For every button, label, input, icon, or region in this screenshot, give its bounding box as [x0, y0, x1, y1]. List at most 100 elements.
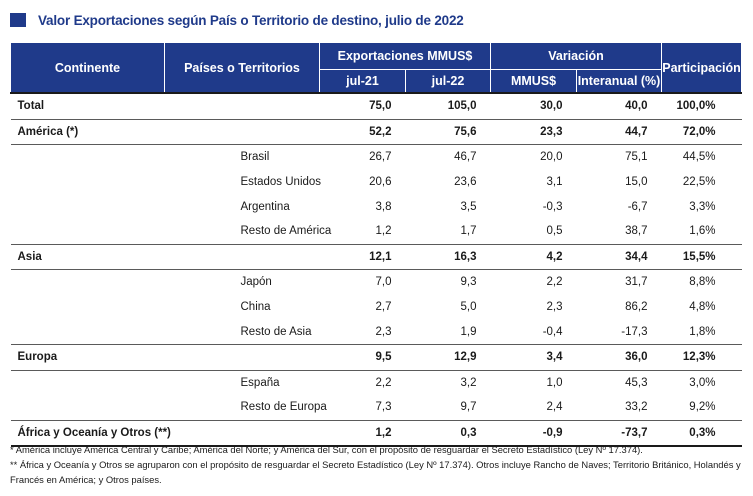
- cell-mmus: 2,4: [546, 401, 563, 414]
- cell-interanual: 33,2: [625, 401, 648, 414]
- cell-participacion: 15,5%: [661, 243, 742, 271]
- cell-interanual: -73,7: [576, 419, 662, 448]
- table-row-argentina: Argentina 3,8 3,5 -0,3 -6,7 3,3%: [11, 194, 742, 219]
- cell-participacion: 0,3%: [661, 419, 742, 448]
- row-label: Total: [10, 91, 165, 120]
- row-label: China: [240, 301, 271, 314]
- row-label: España: [240, 376, 280, 389]
- row-label: Estados Unidos: [240, 176, 322, 189]
- row-country: [164, 343, 320, 371]
- header-row-1: Continente Países o Territorios Exportac…: [10, 42, 743, 94]
- cell-jul22: 9,3: [460, 276, 477, 289]
- cell-mmus: -0,4: [542, 325, 563, 338]
- header-jul22: jul-22: [404, 69, 492, 94]
- cell-interanual: 45,3: [625, 376, 648, 389]
- cell-mmus: 3,4: [490, 343, 577, 371]
- page-title: Valor Exportaciones según País o Territo…: [38, 12, 464, 28]
- cell-jul22: 105,0: [405, 91, 491, 120]
- cell-mmus: -0,9: [490, 419, 577, 448]
- title-bar: Valor Exportaciones según País o Territo…: [10, 10, 464, 30]
- header-exportaciones: Exportaciones MMUS$: [318, 42, 492, 70]
- cell-participacion: 9,2%: [689, 401, 716, 414]
- table-row-china: China 2,7 5,0 2,3 86,2 4,8%: [11, 295, 742, 320]
- cell-interanual: -17,3: [621, 325, 648, 338]
- cell-interanual: 44,7: [576, 118, 662, 146]
- exports-table-container: Continente Países o Territorios Exportac…: [10, 42, 743, 448]
- row-continent: [11, 270, 165, 295]
- cell-jul22: 3,2: [460, 376, 477, 389]
- cell-jul21: 2,3: [375, 325, 392, 338]
- cell-jul21: 2,7: [375, 301, 392, 314]
- cell-mmus: 1,0: [546, 376, 563, 389]
- row-label: Europa: [10, 343, 165, 371]
- table-row-espana: España 2,2 3,2 1,0 45,3 3,0%: [11, 370, 742, 395]
- header-participacion: Participación: [661, 42, 743, 94]
- cell-jul22: 0,3: [405, 419, 491, 448]
- row-continent: [11, 395, 165, 420]
- cell-interanual: -6,7: [627, 200, 648, 213]
- cell-jul21: 26,7: [369, 151, 392, 164]
- row-label: Japón: [240, 276, 272, 289]
- cell-jul22: 23,6: [454, 176, 477, 189]
- header-interanual: Interanual (%): [576, 69, 663, 94]
- cell-participacion: 3,0%: [689, 376, 716, 389]
- cell-jul21: 1,2: [319, 419, 406, 448]
- cell-interanual: 40,0: [576, 91, 662, 120]
- table-row-japon: Japón 7,0 9,3 2,2 31,7 8,8%: [11, 270, 742, 295]
- footnote-africa: ** África y Oceanía y Otros se agruparon…: [10, 459, 741, 485]
- table-row-resto-america: Resto de América 1,2 1,7 0,5 38,7 1,6%: [11, 219, 742, 244]
- cell-interanual: 36,0: [576, 343, 662, 371]
- row-label: Resto de Europa: [240, 401, 327, 414]
- cell-participacion: 8,8%: [689, 276, 716, 289]
- row-continent: [11, 370, 165, 395]
- cell-mmus: 3,1: [546, 176, 563, 189]
- footnotes: * América incluye América Central y Cari…: [10, 442, 745, 487]
- cell-jul21: 20,6: [369, 176, 392, 189]
- cell-participacion: 12,3%: [661, 343, 742, 371]
- table-row-resto-europa: Resto de Europa 7,3 9,7 2,4 33,2 9,2%: [11, 395, 742, 420]
- exports-table: Continente Países o Territorios Exportac…: [10, 42, 743, 448]
- row-label: Argentina: [240, 200, 290, 213]
- cell-jul21: 75,0: [319, 91, 406, 120]
- cell-interanual: 34,4: [576, 243, 662, 271]
- cell-mmus: -0,3: [542, 200, 563, 213]
- row-continent: [11, 295, 165, 320]
- row-label: América (*): [10, 118, 165, 146]
- cell-participacion: 1,6%: [689, 225, 716, 238]
- cell-jul22: 75,6: [405, 118, 491, 146]
- cell-mmus: 2,2: [546, 276, 563, 289]
- cell-jul21: 12,1: [319, 243, 406, 271]
- cell-participacion: 4,8%: [689, 301, 716, 314]
- cell-participacion: 72,0%: [661, 118, 742, 146]
- cell-participacion: 22,5%: [682, 176, 716, 189]
- header-mmus: MMUS$: [490, 69, 578, 94]
- cell-mmus: 23,3: [490, 118, 577, 146]
- row-label: Asia: [10, 243, 165, 271]
- table-row-africa: África y Oceanía y Otros (**) 1,2 0,3 -0…: [10, 419, 742, 448]
- cell-mmus: 2,3: [546, 301, 563, 314]
- cell-jul21: 1,2: [375, 225, 392, 238]
- row-label: África y Oceanía y Otros (**): [10, 419, 320, 448]
- cell-jul22: 16,3: [405, 243, 491, 271]
- cell-interanual: 15,0: [625, 176, 648, 189]
- cell-jul21: 3,8: [375, 200, 392, 213]
- row-continent: [11, 170, 165, 195]
- cell-jul22: 46,7: [454, 151, 477, 164]
- row-country: [164, 91, 320, 120]
- row-label: Resto de Asia: [240, 325, 312, 338]
- cell-mmus: 4,2: [490, 243, 577, 271]
- cell-jul22: 1,7: [460, 225, 477, 238]
- cell-jul22: 9,7: [460, 401, 477, 414]
- cell-interanual: 38,7: [625, 225, 648, 238]
- row-country: [164, 243, 320, 271]
- cell-participacion: 100,0%: [661, 91, 742, 120]
- footnote-america: * América incluye América Central y Cari…: [10, 444, 643, 455]
- row-continent: [11, 319, 165, 344]
- cell-mmus: 30,0: [490, 91, 577, 120]
- row-continent: [11, 194, 165, 219]
- table-row-eeuu: Estados Unidos 20,6 23,6 3,1 15,0 22,5%: [11, 170, 742, 195]
- row-label: Brasil: [240, 151, 270, 164]
- cell-mmus: 20,0: [540, 151, 563, 164]
- cell-jul21: 2,2: [375, 376, 392, 389]
- cell-jul22: 5,0: [460, 301, 477, 314]
